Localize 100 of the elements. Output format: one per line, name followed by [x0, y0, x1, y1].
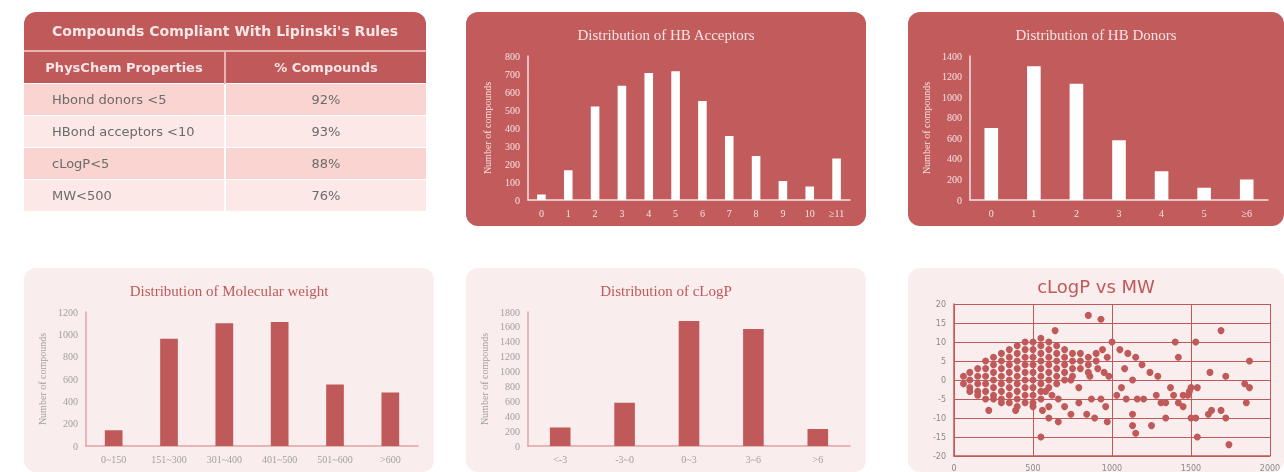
x-tick-label: 5 [673, 207, 679, 219]
y-tick-label: 1200 [58, 306, 78, 318]
bar [104, 430, 123, 446]
y-tick-label: 600 [947, 132, 962, 144]
x-tick-label: 6 [699, 207, 705, 219]
x-tick-label: 3~6 [745, 453, 762, 465]
y-axis-title: Number of compounds [481, 81, 493, 175]
y-tick-label: 1800 [500, 306, 520, 318]
bar [549, 427, 571, 446]
x-tick-label: >6 [812, 453, 824, 465]
chart-title: Distribution of Molecular weight [129, 282, 330, 299]
y-tick-label: 1600 [500, 321, 520, 333]
y-tick-label: 400 [63, 395, 78, 407]
x-tick-label: 401~500 [261, 453, 298, 465]
x-tick-label: <-3 [553, 453, 568, 465]
bar [1197, 187, 1211, 200]
y-tick-label: 800 [947, 112, 962, 124]
y-tick-label: 15 [935, 318, 946, 328]
bar [671, 71, 680, 200]
y-tick-label: 400 [505, 122, 520, 134]
bar [678, 320, 700, 446]
x-tick-label: 3 [619, 207, 625, 219]
chart-title: cLogP vs MW [1037, 275, 1156, 297]
bar [743, 329, 764, 446]
x-tick-label: 0~150 [100, 453, 127, 465]
x-tick-label: 7 [726, 207, 732, 219]
bar [270, 322, 289, 446]
x-tick-label: 9 [780, 207, 786, 219]
y-tick-label: 200 [505, 158, 520, 170]
x-tick-label: 4 [646, 207, 652, 219]
y-tick-label: 200 [505, 425, 520, 437]
category-label: HBond acceptors <10 [24, 115, 225, 148]
y-tick-label: 1400 [500, 336, 520, 348]
y-tick-label: 800 [63, 351, 78, 363]
y-axis-title: Number of compounds [36, 332, 48, 426]
y-tick-label: 100 [505, 176, 520, 188]
y-tick-label: -5 [938, 394, 946, 404]
bar [778, 181, 788, 200]
y-tick-label: 700 [505, 68, 520, 80]
data-label: 93% [225, 115, 426, 148]
text: % Compounds [225, 51, 426, 84]
bar [563, 170, 573, 200]
y-tick-label: -10 [932, 413, 946, 423]
bar [698, 101, 707, 200]
bar [1069, 83, 1084, 200]
bar [1112, 140, 1126, 200]
bar [805, 186, 815, 200]
bar [807, 428, 829, 446]
bar [984, 128, 999, 200]
y-tick-label: 1000 [500, 366, 520, 378]
y-axis-title: Number of compounds [920, 81, 932, 175]
x-tick-label: 1500 [1180, 463, 1202, 472]
y-tick-label: 0 [515, 194, 520, 206]
x-tick-label: 2 [1073, 207, 1079, 219]
bar [1027, 66, 1041, 200]
x-tick-label: 2000 [1259, 463, 1281, 472]
y-tick-label: 800 [505, 380, 520, 392]
bar [614, 402, 635, 446]
y-tick-label: 300 [505, 140, 520, 152]
x-tick-label: 2 [592, 207, 598, 219]
y-tick-label: -15 [932, 432, 946, 442]
x-tick-label: 501~600 [317, 453, 353, 465]
y-tick-label: 800 [505, 50, 520, 62]
x-tick-label: 10 [804, 207, 815, 219]
chart-title: Distribution of cLogP [600, 282, 732, 299]
bar [1154, 171, 1169, 200]
chart-title: Distribution of HB Donors [1015, 26, 1177, 43]
y-axis-title: Number of compounds [478, 332, 490, 426]
bar [326, 384, 344, 446]
x-tick-label: 500 [1025, 463, 1041, 472]
x-tick-label: 151~300 [151, 453, 187, 465]
x-tick-label: ≥11 [829, 207, 845, 219]
category-label: MW<500 [24, 179, 225, 211]
y-tick-label: 1200 [500, 351, 520, 363]
y-tick-label: 10 [935, 337, 946, 347]
y-tick-label: 600 [505, 395, 520, 407]
bar [160, 338, 178, 446]
y-tick-label: 600 [63, 373, 78, 385]
x-tick-label: >600 [380, 453, 401, 465]
y-tick-label: 20 [935, 299, 946, 309]
x-tick-label: 0 [538, 207, 544, 219]
y-tick-label: 0 [957, 194, 962, 206]
x-tick-label: 8 [753, 207, 759, 219]
bar [832, 158, 841, 200]
data-label: 92% [225, 83, 426, 116]
x-tick-label: 4 [1159, 207, 1165, 219]
y-tick-label: 500 [505, 104, 520, 116]
text: Compounds Compliant With Lipinski's Rules [24, 12, 426, 51]
bar [644, 73, 654, 200]
x-tick-label: 1 [1031, 207, 1037, 219]
bar [215, 323, 234, 446]
bar [1239, 179, 1254, 200]
x-tick-label: 1000 [1101, 463, 1123, 472]
y-tick-label: 200 [947, 173, 962, 185]
y-tick-label: 600 [505, 86, 520, 98]
data-label: 76% [225, 179, 426, 211]
bar [751, 155, 761, 200]
text: PhysChem Properties [24, 51, 225, 84]
y-tick-label: 200 [63, 418, 78, 430]
x-tick-label: 5 [1201, 207, 1207, 219]
